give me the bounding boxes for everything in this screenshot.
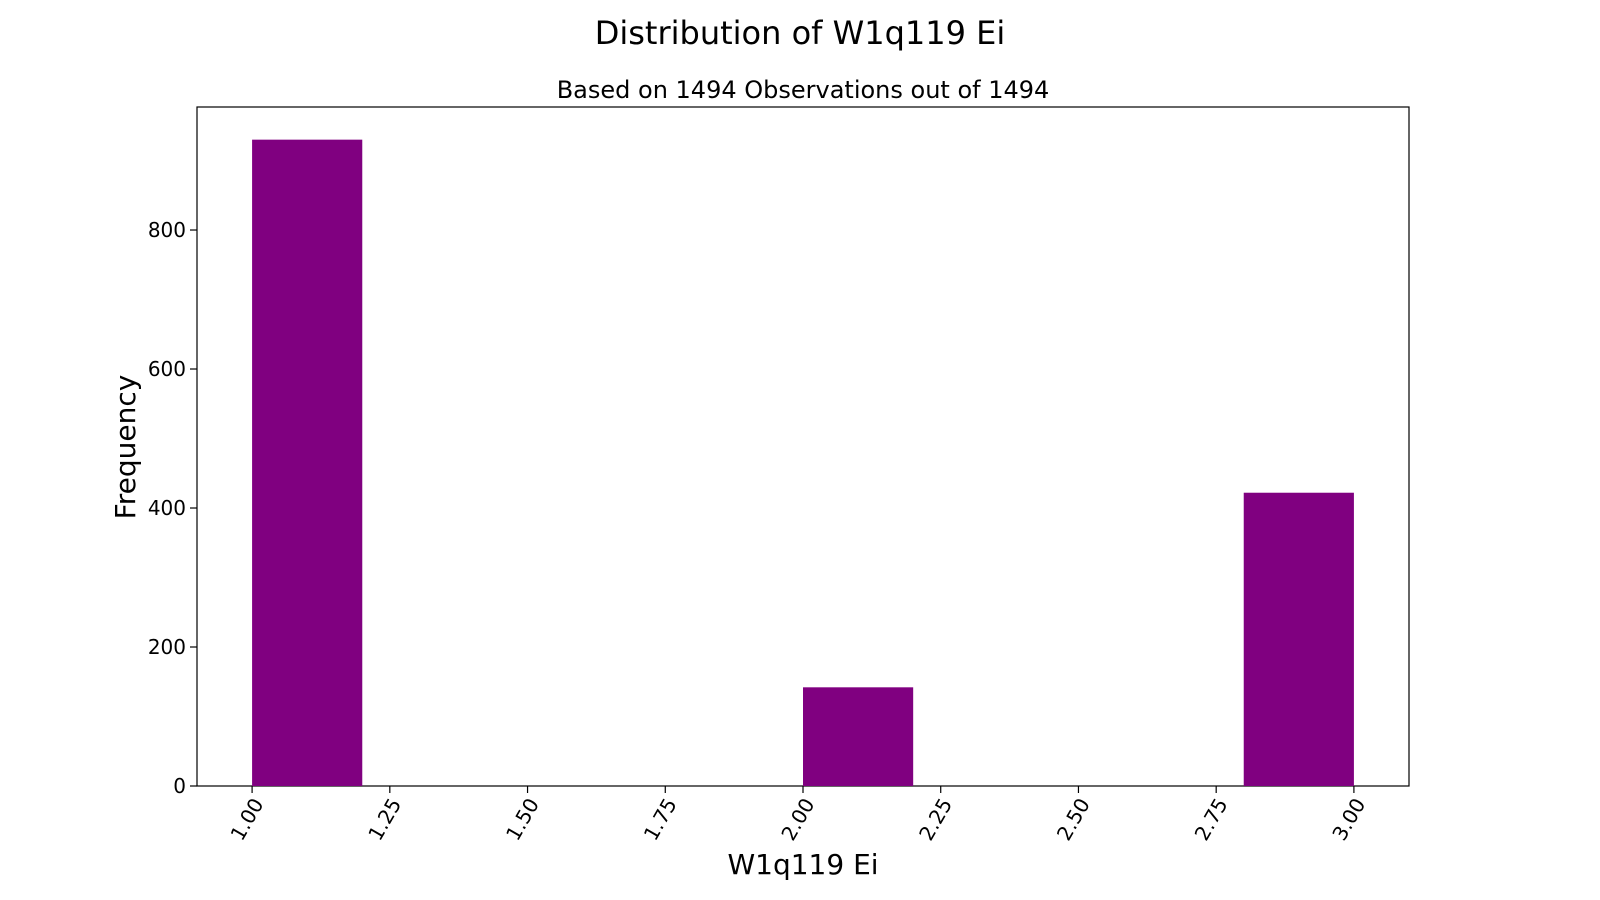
histogram-bar-3 [1243, 492, 1354, 786]
y-tick-label-2: 200 [148, 635, 186, 659]
y-tick-label-5: 800 [148, 218, 186, 242]
x-tick-label-7: 2.50 [1052, 794, 1095, 845]
y-axis-label: Frequency [109, 375, 142, 520]
y-tick-label-4: 600 [148, 357, 186, 381]
x-tick-label-3: 1.50 [501, 794, 544, 845]
x-tick-label-5: 2.00 [776, 794, 819, 845]
x-tick-label-8: 2.75 [1190, 794, 1233, 845]
x-tick-label-1: 1.00 [225, 794, 268, 845]
plot-frame [196, 106, 1410, 787]
histogram-bar-1 [252, 139, 363, 786]
chart-subtitle: Based on 1494 Observations out of 1494 [557, 76, 1050, 104]
x-tick-label-4: 1.75 [639, 794, 682, 845]
bars-group [252, 139, 1354, 786]
x-tick-label-9: 3.00 [1327, 794, 1370, 845]
plot-area: 1.00 1.25 1.50 1.75 2.00 2.25 2.50 2.75 3.00 0 20… [148, 106, 1410, 845]
histogram-bar-2 [803, 687, 914, 786]
chart-title: Distribution of W1q119 Ei [595, 14, 1006, 52]
y-tick-label-1: 0 [173, 774, 186, 798]
x-axis-ticks: 1.00 1.25 1.50 1.75 2.00 2.25 2.50 2.75 3.00 [225, 786, 1370, 845]
y-tick-label-3: 400 [148, 496, 186, 520]
x-tick-label-6: 2.25 [914, 794, 957, 845]
x-axis-label: W1q119 Ei [727, 848, 878, 881]
x-tick-label-2: 1.25 [363, 794, 406, 845]
y-axis-ticks: 0 200 400 600 800 [148, 218, 197, 798]
